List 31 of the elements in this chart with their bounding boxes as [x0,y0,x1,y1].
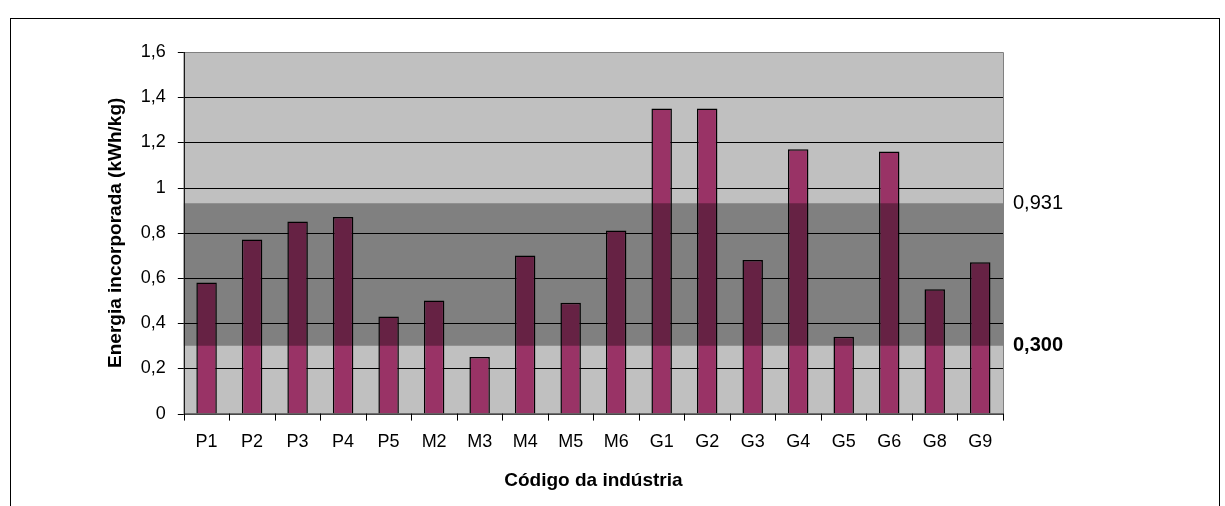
y-tick-label: 0,2 [140,357,166,378]
x-tick-label: M4 [512,431,538,452]
y-tick-label: 1,6 [140,40,166,61]
x-tick-label: G2 [695,431,720,452]
x-tick-label: M5 [558,431,584,452]
x-tick-label: G4 [786,431,811,452]
x-tick-label: G9 [968,431,993,452]
y-axis-title: Energia incorporada (kWh/kg) [103,97,125,368]
x-tick-label: M2 [421,431,447,452]
y-tick-label: 0,6 [140,266,166,287]
y-tick-label: 1,4 [140,86,166,107]
y-tick-label: 1 [155,176,166,197]
x-tick-label: M3 [467,431,493,452]
text: 0,931 [1013,190,1064,213]
y-tick-label: 0,4 [140,312,166,333]
x-tick-label: P3 [286,431,309,452]
x-tick-label: P2 [241,431,264,452]
x-tick-label: P1 [195,431,218,452]
y-tick-label: 0 [155,402,166,423]
x-tick-label: G6 [877,431,902,452]
y-tick-label: 1,2 [140,131,166,152]
x-tick-label: M6 [603,431,629,452]
x-tick-label: G5 [831,431,856,452]
y-tick-label: 0,8 [140,221,166,242]
text: 0,300 [1013,333,1064,356]
x-tick-label: P5 [377,431,400,452]
x-tick-label: P4 [332,431,355,452]
x-tick-label: G8 [922,431,947,452]
x-tick-label: G1 [649,431,674,452]
x-tick-label: G3 [740,431,765,452]
x-axis-title: Código da indústria [504,468,684,490]
